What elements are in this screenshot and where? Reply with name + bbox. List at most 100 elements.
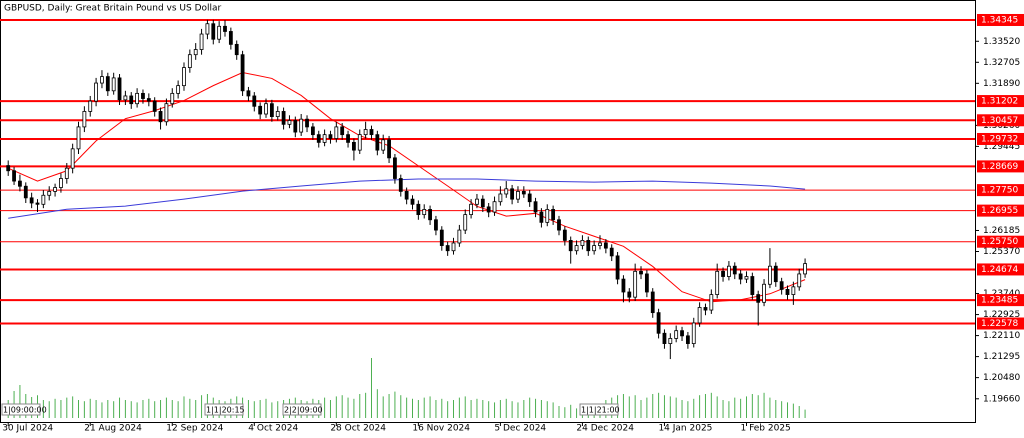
candle-body	[457, 229, 462, 244]
candle-body	[305, 118, 309, 128]
candle-body	[557, 219, 561, 231]
candle-body	[264, 103, 268, 115]
candle-body	[416, 203, 421, 216]
candle-body	[287, 120, 292, 125]
candle-body	[574, 245, 579, 252]
candle-body	[674, 330, 679, 339]
x-tick-label: 24 Dec 2024	[576, 424, 634, 434]
candle-body	[773, 265, 778, 283]
candle-body	[381, 139, 386, 151]
candle-body	[697, 307, 702, 324]
y-tick-label: 1.26185	[983, 226, 1020, 236]
candle-body	[340, 126, 345, 136]
candle-body	[205, 23, 210, 35]
level-label-box	[977, 294, 1024, 307]
candle-body	[486, 206, 491, 213]
level-label: 1.27750	[981, 186, 1018, 196]
level-label-box	[977, 160, 1024, 173]
candle-body	[668, 338, 673, 344]
candle-body	[387, 139, 391, 159]
y-tick-label: 1.29445	[983, 142, 1020, 152]
candle-body	[709, 294, 714, 311]
x-tick-label: 4 Oct 2024	[248, 424, 298, 434]
candle-body	[422, 209, 427, 216]
level-label-box	[977, 263, 1024, 276]
candle-body	[691, 322, 696, 344]
candle-body	[744, 276, 749, 280]
candle-body	[703, 307, 708, 311]
candle-body	[135, 92, 140, 105]
y-tick-label: 1.31890	[983, 79, 1020, 89]
candle-body	[562, 229, 567, 241]
level-label: 1.29732	[981, 134, 1018, 144]
candle-body	[375, 134, 380, 151]
candle-body	[533, 201, 538, 213]
candle-body	[586, 240, 591, 252]
candle-body	[64, 167, 69, 179]
candle-body	[117, 77, 122, 101]
candle-body	[656, 312, 661, 334]
candle-body	[281, 111, 286, 125]
candle-body	[785, 289, 790, 295]
annotation-box	[579, 403, 619, 416]
candle-body	[475, 198, 479, 205]
annotation: 1|09:00:00	[3, 406, 47, 415]
level-label: 1.31202	[981, 97, 1018, 107]
candle-body	[428, 209, 432, 221]
candle-body	[727, 265, 731, 277]
candle-body	[223, 25, 227, 32]
candle-body	[621, 278, 626, 293]
candle-body	[35, 202, 40, 205]
candle-body	[609, 247, 614, 257]
candle-body	[603, 242, 608, 249]
candle-body	[275, 111, 280, 117]
candle-body	[82, 111, 87, 128]
level-label-box	[977, 13, 1024, 26]
y-tick-label: 1.19660	[983, 394, 1020, 404]
level-label-box	[977, 184, 1024, 197]
candle-body	[615, 255, 620, 280]
level-label: 1.25750	[981, 237, 1018, 247]
annotation-box	[1, 403, 41, 416]
candle-body	[234, 43, 239, 56]
level-label: 1.30457	[981, 116, 1018, 126]
annotation-box	[282, 403, 322, 416]
candle-body	[111, 77, 116, 92]
x-tick-label: 28 Oct 2024	[330, 424, 386, 434]
candle-body	[293, 120, 298, 133]
candle-body	[797, 273, 802, 288]
y-tick-label: 1.32705	[983, 58, 1020, 68]
level-label-box	[977, 114, 1024, 127]
candle-body	[164, 103, 169, 123]
candle-body	[346, 134, 350, 143]
candle-body	[6, 165, 11, 172]
candle-body	[18, 180, 22, 187]
y-tick-label: 1.21295	[983, 352, 1020, 362]
candle-body	[240, 54, 245, 92]
candle-body	[41, 194, 46, 205]
candle-body	[451, 242, 456, 252]
candle-body	[328, 134, 333, 139]
candle-body	[59, 178, 63, 188]
candle-body	[29, 197, 34, 204]
candle-body	[627, 291, 632, 298]
candle-body	[510, 188, 515, 200]
candle-body	[146, 98, 151, 102]
level-label-box	[977, 95, 1024, 108]
candle-body	[768, 265, 772, 285]
level-label-box	[977, 235, 1024, 248]
candle-body	[592, 245, 597, 252]
candle-body	[12, 170, 16, 182]
moving-average	[8, 71, 806, 303]
candle-body	[568, 240, 573, 252]
candle-body	[53, 187, 57, 192]
candle-body	[463, 214, 468, 231]
candle-body	[791, 286, 796, 295]
candle-body	[310, 126, 315, 136]
candle-body	[644, 273, 649, 293]
candle-body	[199, 33, 204, 50]
candle-body	[738, 273, 743, 280]
candle-body	[211, 23, 216, 40]
